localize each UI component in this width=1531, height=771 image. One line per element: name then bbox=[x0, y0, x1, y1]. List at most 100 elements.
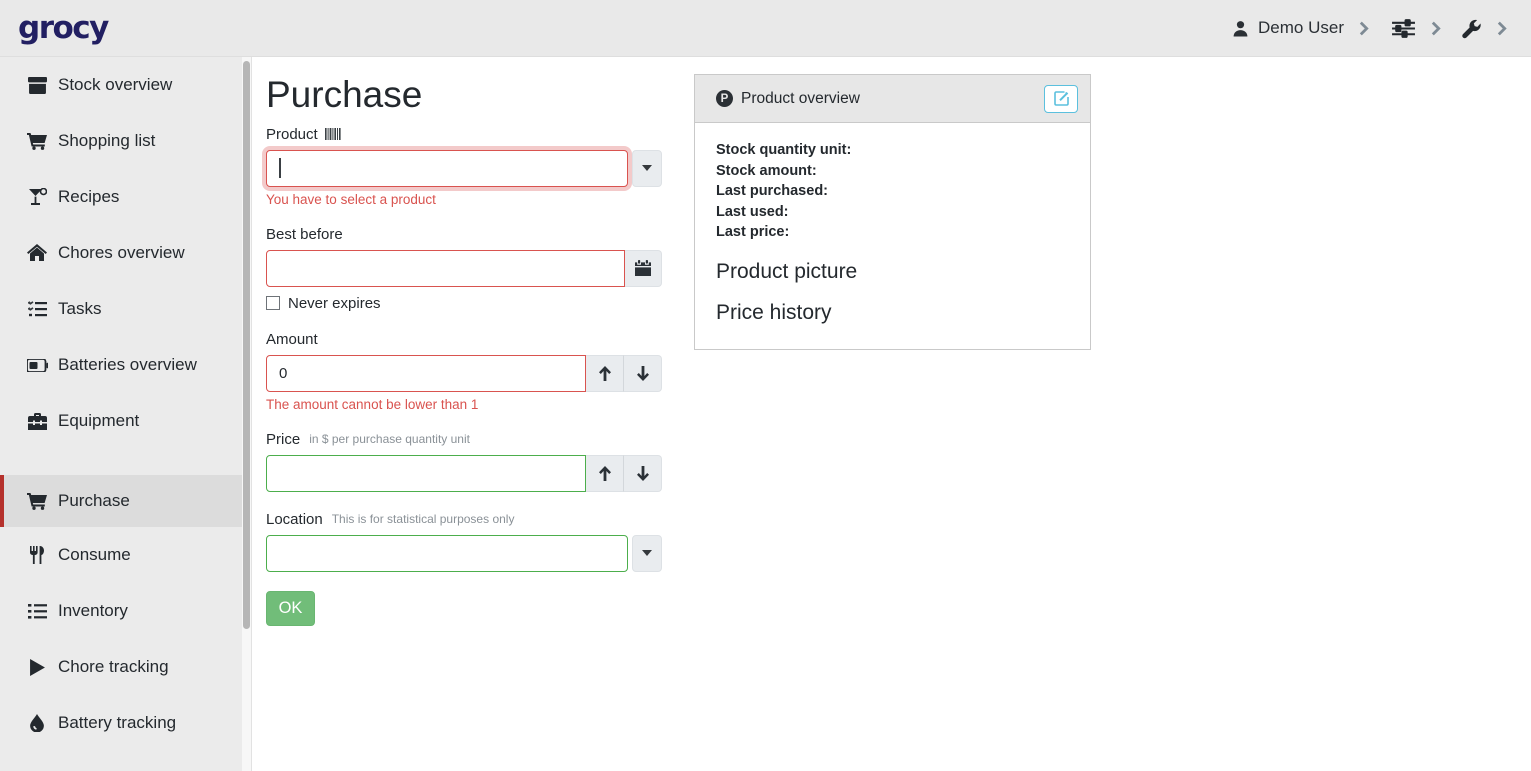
amount-field-group: Amount The amount cannot be lower than 1 bbox=[266, 331, 662, 412]
product-field-group: Product You have to select a product bbox=[266, 126, 662, 207]
cart-icon bbox=[25, 492, 49, 510]
sidebar-item-label: Inventory bbox=[58, 601, 128, 620]
cocktail-icon bbox=[25, 188, 49, 206]
sidebar-item-label: Chores overview bbox=[58, 243, 185, 262]
last-price-label: Last price: bbox=[716, 224, 790, 240]
sidebar-item-purchase[interactable]: Purchase bbox=[0, 475, 251, 527]
arrow-down-icon bbox=[636, 465, 649, 481]
droplet-icon bbox=[25, 714, 49, 732]
price-field-group: Price in $ per purchase quantity unit bbox=[266, 431, 662, 492]
chevron-right-icon[interactable] bbox=[1430, 21, 1441, 36]
price-input[interactable] bbox=[266, 454, 586, 492]
caret-down-icon bbox=[642, 165, 652, 172]
user-name-label: Demo User bbox=[1258, 18, 1344, 37]
list-icon bbox=[25, 603, 49, 619]
sidebar-item-battery-tracking[interactable]: Battery tracking bbox=[0, 695, 251, 751]
last-used-label: Last used: bbox=[716, 203, 789, 220]
home-icon bbox=[25, 244, 49, 262]
sidebar-item-label: Recipes bbox=[58, 187, 120, 206]
user-icon bbox=[1232, 20, 1249, 37]
best-before-label: Best before bbox=[266, 225, 343, 243]
product-combobox-input[interactable] bbox=[266, 149, 628, 187]
sidebar-item-label: Batteries overview bbox=[58, 355, 197, 374]
edit-pencil-square-icon bbox=[1053, 91, 1069, 106]
location-label: Location bbox=[266, 510, 323, 528]
barcode-icon[interactable] bbox=[324, 128, 341, 141]
sidebar-item-label: Tasks bbox=[58, 299, 102, 318]
sidebar-item-equipment[interactable]: Equipment bbox=[0, 393, 251, 449]
sidebar-item-label: Chore tracking bbox=[58, 657, 169, 676]
amount-label: Amount bbox=[266, 330, 318, 348]
sidebar-item-inventory[interactable]: Inventory bbox=[0, 583, 251, 639]
stock-amount-label: Stock amount: bbox=[716, 162, 817, 179]
location-dropdown-toggle[interactable] bbox=[632, 534, 662, 572]
product-error-message: You have to select a product bbox=[266, 191, 436, 207]
sidebar-scrollbar[interactable] bbox=[242, 57, 251, 771]
sidebar-item-tasks[interactable]: Tasks bbox=[0, 281, 251, 337]
sidebar-item-label: Purchase bbox=[58, 491, 130, 510]
arrow-up-icon bbox=[598, 365, 611, 381]
amount-input[interactable] bbox=[266, 354, 586, 392]
header-right-nav: Demo User bbox=[1232, 18, 1513, 39]
ok-button[interactable]: OK bbox=[266, 590, 315, 626]
page-title: Purchase bbox=[266, 74, 423, 115]
wrench-icon[interactable] bbox=[1461, 18, 1482, 39]
price-history-heading: Price history bbox=[716, 300, 832, 324]
product-dropdown-toggle[interactable] bbox=[632, 149, 662, 187]
toolbox-icon bbox=[25, 412, 49, 430]
app-logo[interactable]: grocy bbox=[18, 9, 109, 46]
product-overview-card: P Product overview Stock quantity unit: … bbox=[694, 74, 1091, 350]
task-list-icon bbox=[25, 301, 49, 317]
sliders-icon[interactable] bbox=[1391, 18, 1416, 38]
edit-product-button[interactable] bbox=[1044, 84, 1078, 113]
caret-down-icon bbox=[642, 550, 652, 557]
location-select[interactable] bbox=[266, 534, 628, 572]
sidebar-item-recipes[interactable]: Recipes bbox=[0, 169, 251, 225]
product-badge-icon: P bbox=[716, 90, 733, 107]
price-hint: in $ per purchase quantity unit bbox=[309, 432, 470, 447]
sidebar-item-batteries-overview[interactable]: Batteries overview bbox=[0, 337, 251, 393]
sidebar-nav: Stock overview Shopping list Recipes Cho… bbox=[0, 57, 252, 771]
chevron-right-icon[interactable] bbox=[1496, 21, 1507, 36]
amount-error-message: The amount cannot be lower than 1 bbox=[266, 396, 479, 412]
never-expires-row: Never expires bbox=[266, 295, 662, 312]
sidebar-item-stock-overview[interactable]: Stock overview bbox=[0, 57, 251, 113]
never-expires-label: Never expires bbox=[288, 294, 381, 312]
sidebar-item-label: Equipment bbox=[58, 411, 140, 430]
product-picture-heading: Product picture bbox=[716, 259, 858, 283]
best-before-input[interactable] bbox=[266, 249, 625, 287]
user-menu[interactable]: Demo User bbox=[1232, 18, 1344, 38]
price-decrement-button[interactable] bbox=[624, 454, 662, 492]
arrow-down-icon bbox=[636, 365, 649, 381]
price-increment-button[interactable] bbox=[586, 454, 624, 492]
arrow-up-icon bbox=[598, 465, 611, 481]
sidebar-item-chore-tracking[interactable]: Chore tracking bbox=[0, 639, 251, 695]
sidebar-item-label: Shopping list bbox=[58, 131, 156, 150]
sidebar-item-consume[interactable]: Consume bbox=[0, 527, 251, 583]
never-expires-checkbox[interactable] bbox=[266, 296, 280, 311]
price-label: Price bbox=[266, 430, 301, 448]
sidebar-item-label: Battery tracking bbox=[58, 713, 177, 732]
location-field-group: Location This is for statistical purpose… bbox=[266, 511, 662, 572]
amount-increment-button[interactable] bbox=[586, 354, 624, 392]
sidebar-scrollbar-thumb[interactable] bbox=[243, 61, 250, 629]
top-header-bar: grocy Demo User bbox=[0, 0, 1531, 57]
sidebar-item-label: Consume bbox=[58, 545, 131, 564]
play-icon bbox=[25, 658, 49, 676]
sidebar-item-shopping-list[interactable]: Shopping list bbox=[0, 113, 251, 169]
utensils-icon bbox=[25, 546, 49, 564]
amount-decrement-button[interactable] bbox=[624, 354, 662, 392]
main-content: Purchase Product You have to select a pr… bbox=[252, 57, 1531, 771]
calendar-button[interactable] bbox=[625, 249, 662, 287]
purchase-form: Purchase Product You have to select a pr… bbox=[266, 74, 662, 626]
stock-quantity-unit-label: Stock quantity unit: bbox=[716, 142, 852, 158]
sidebar-item-label: Stock overview bbox=[58, 75, 173, 94]
sidebar-item-chores-overview[interactable]: Chores overview bbox=[0, 225, 251, 281]
card-title-label: Product overview bbox=[741, 89, 860, 107]
archive-box-icon bbox=[25, 76, 49, 94]
product-label: Product bbox=[266, 125, 318, 143]
product-overview-card-header: P Product overview bbox=[695, 75, 1090, 123]
last-purchased-label: Last purchased: bbox=[716, 183, 828, 199]
chevron-right-icon[interactable] bbox=[1358, 21, 1369, 36]
calendar-icon bbox=[635, 260, 651, 277]
